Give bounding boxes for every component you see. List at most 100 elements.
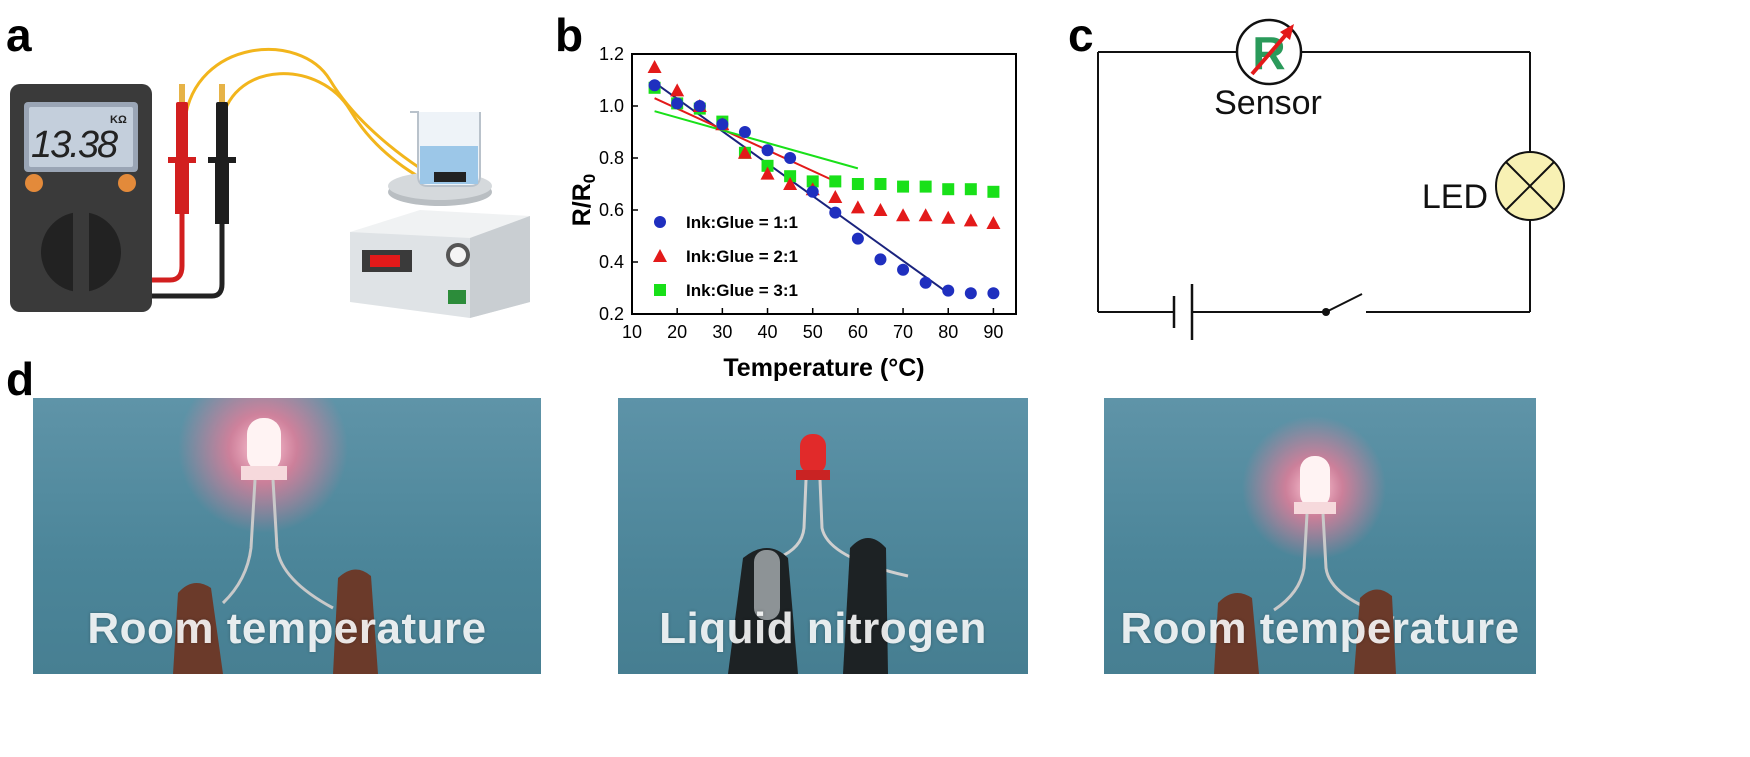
battery-symbol — [1172, 284, 1194, 340]
data-point — [648, 79, 661, 92]
fit-line — [654, 97, 836, 183]
data-point — [647, 60, 662, 73]
y-tick-label: 1.0 — [599, 96, 624, 116]
led-label: LED — [1422, 178, 1488, 216]
data-point — [873, 203, 888, 216]
led-off-scene — [728, 434, 909, 674]
data-point — [874, 253, 887, 266]
x-axis-label: Temperature (°C) — [723, 354, 924, 382]
data-point — [963, 213, 978, 227]
black-probe — [208, 84, 236, 224]
hot-plate — [350, 172, 530, 318]
red-probe — [168, 84, 196, 214]
photo-caption-2: Liquid nitrogen — [659, 604, 987, 653]
data-point — [942, 183, 955, 196]
data-point — [941, 210, 956, 224]
data-point — [760, 166, 775, 180]
data-point — [851, 178, 864, 190]
y-axis-label: R/R0 — [568, 174, 599, 227]
x-tick-label: 70 — [893, 322, 913, 342]
data-point — [829, 206, 842, 219]
circuit-diagram: R Sensor LED — [1097, 18, 1565, 340]
photo-caption-1: Room temperature — [87, 604, 487, 653]
data-point — [987, 287, 1000, 300]
sensor-symbol: R — [1235, 18, 1303, 86]
data-point — [986, 216, 1001, 229]
data-point — [919, 180, 932, 193]
data-point — [874, 178, 887, 190]
x-tick-label: 50 — [803, 322, 823, 342]
multimeter-display: 13.38 — [31, 124, 118, 166]
data-point — [964, 287, 977, 300]
data-points — [647, 60, 1001, 300]
y-tick-label: 0.4 — [599, 252, 624, 272]
data-point — [828, 190, 843, 203]
photo-liquid-nitrogen: Liquid nitrogen — [618, 398, 1028, 674]
multimeter-unit: KΩ — [110, 114, 127, 126]
photo-room-temperature-1: Room temperature — [33, 398, 541, 674]
chart-legend: Ink:Glue = 1:1 Ink:Glue = 2:1 Ink:Glue = 3… — [653, 213, 798, 300]
data-point — [918, 208, 933, 222]
legend-marker — [654, 216, 666, 228]
y-tick-label: 1.2 — [599, 44, 624, 64]
data-point — [829, 175, 842, 188]
x-tick-label: 30 — [712, 322, 732, 342]
chart-frame — [631, 53, 1017, 315]
data-point — [716, 118, 729, 131]
data-point — [761, 144, 774, 157]
data-point — [987, 185, 1000, 198]
fit-lines — [654, 81, 949, 295]
data-point — [738, 126, 751, 138]
x-tick-label: 60 — [848, 322, 868, 342]
data-point — [919, 276, 932, 289]
beaker — [410, 111, 481, 187]
panel-c-letter: c — [1068, 9, 1094, 61]
legend-label: Ink:Glue = 1:1 — [686, 213, 798, 232]
x-tick-label: 10 — [622, 322, 642, 342]
legend-marker — [653, 249, 667, 262]
y-tick-label: 0.2 — [599, 304, 624, 324]
switch-symbol — [1322, 293, 1363, 316]
legend-label: Ink:Glue = 3:1 — [686, 281, 798, 300]
data-point — [670, 83, 685, 97]
legend-label: Ink:Glue = 2:1 — [686, 247, 798, 266]
y-tick-label: 0.8 — [599, 148, 624, 168]
data-point — [783, 177, 798, 190]
data-point — [784, 170, 797, 183]
tick-labels: 10 20 30 40 50 60 70 80 90 0.2 0.4 0.6 0.8 1.0 1.2 — [599, 44, 1003, 342]
y-tick-label: 0.6 — [599, 200, 624, 220]
sensor-label: Sensor — [1214, 84, 1322, 122]
panel-b-letter: b — [555, 9, 584, 61]
data-point — [897, 180, 910, 193]
photo-caption-3: Room temperature — [1120, 604, 1520, 653]
y-axis-label-text: R/R — [568, 183, 596, 226]
legend-marker — [654, 284, 666, 296]
data-point — [851, 232, 864, 245]
data-point — [964, 183, 977, 196]
x-tick-label: 20 — [667, 322, 687, 342]
panel-a-letter: a — [6, 9, 32, 61]
panel-d-letter: d — [6, 353, 35, 405]
x-tick-label: 80 — [938, 322, 958, 342]
data-point — [896, 208, 911, 222]
y-axis-label-subscript: 0 — [580, 174, 599, 183]
led-on-scene-2 — [1214, 416, 1396, 674]
data-point — [671, 97, 684, 110]
photo-room-temperature-2: Room temperature — [1104, 398, 1536, 674]
data-point — [850, 200, 865, 214]
data-point — [806, 185, 819, 198]
data-point — [737, 145, 752, 159]
data-point — [942, 284, 955, 297]
data-point — [897, 263, 910, 276]
data-point — [693, 100, 706, 112]
x-tick-label: 90 — [983, 322, 1003, 342]
led-symbol — [1495, 151, 1565, 221]
fit-line — [654, 81, 949, 295]
data-point — [784, 152, 797, 164]
data-point — [806, 175, 819, 188]
fit-line — [654, 110, 859, 170]
led-on-scene — [173, 398, 378, 674]
measurement-setup-illustration: KΩ 13.38 — [10, 48, 530, 318]
plot-area-border — [631, 53, 1017, 315]
x-tick-label: 40 — [758, 322, 778, 342]
